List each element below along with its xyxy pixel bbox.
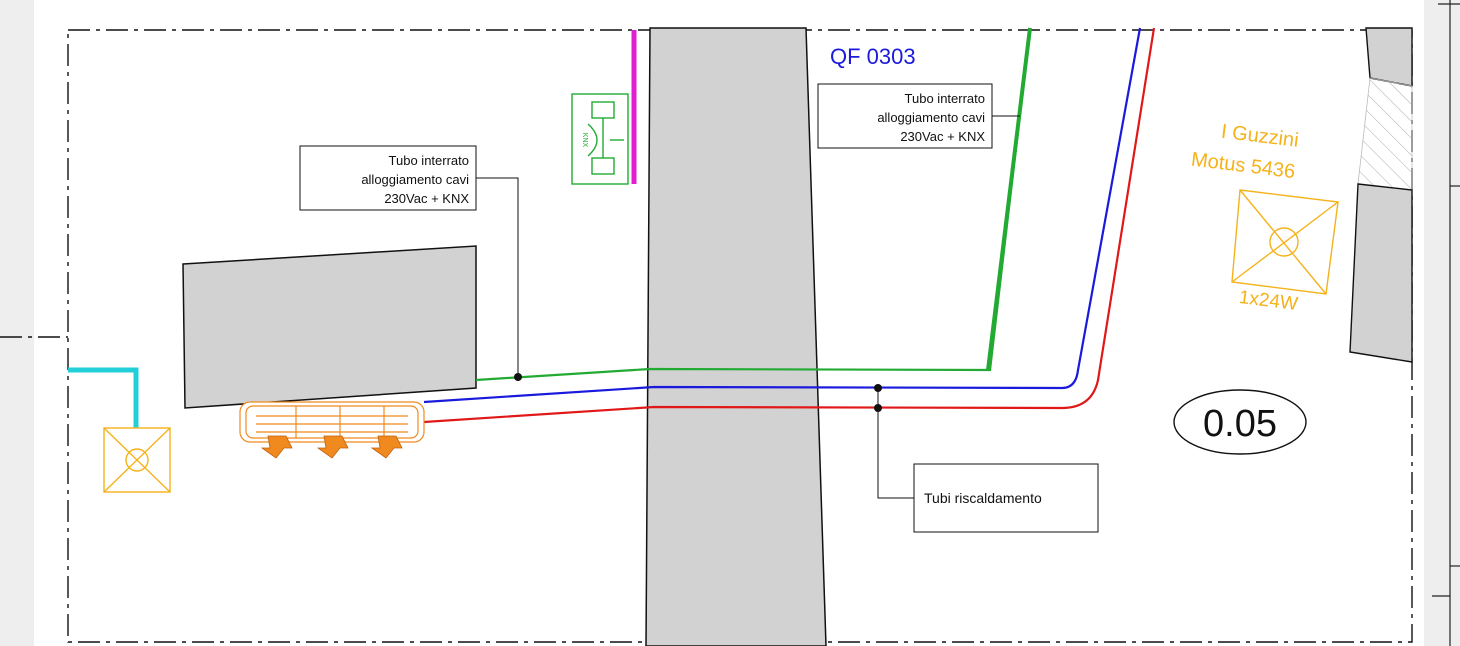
pipe-blue xyxy=(423,27,1142,404)
pipe-green-thick xyxy=(986,27,1032,371)
svg-text:alloggiamento cavi: alloggiamento cavi xyxy=(361,172,469,187)
callout-heating: Tubi riscaldamento xyxy=(874,384,1099,533)
svg-text:230Vac + KNX: 230Vac + KNX xyxy=(384,191,469,206)
room-boundary xyxy=(0,29,1413,643)
callout-right-line-1: Tubo interrato xyxy=(905,91,985,106)
room-light-icon xyxy=(103,427,171,493)
callout-left-line-3: 230Vac + KNX xyxy=(384,191,469,206)
knx-panel-icon xyxy=(571,93,629,185)
wall-block xyxy=(182,245,477,409)
svg-text:Tubo interrato: Tubo interrato xyxy=(905,91,985,106)
callout-right-line-2: alloggiamento cavi xyxy=(877,110,985,125)
room-number-tag: 0.05 xyxy=(1173,389,1307,455)
heating-label: Tubi riscaldamento xyxy=(924,490,1042,506)
fan-coil-icon xyxy=(239,401,425,459)
right-wall-lower xyxy=(1349,183,1413,363)
central-wall xyxy=(645,27,827,646)
callout-cable-right: Tubo interrato alloggiamento cavi 230Vac… xyxy=(817,83,1020,149)
pipe-red xyxy=(423,27,1156,424)
knx-panel-label: KNX xyxy=(581,133,588,148)
svg-text:alloggiamento cavi: alloggiamento cavi xyxy=(877,110,985,125)
right-wall-upper xyxy=(1365,27,1413,87)
callout-left-line-1: Tubo interrato xyxy=(389,153,469,168)
callout-right-line-3: 230Vac + KNX xyxy=(900,129,985,144)
fixture-light-icon xyxy=(1231,189,1339,295)
room-number: 0.05 xyxy=(1203,403,1277,445)
svg-text:Tubo interrato: Tubo interrato xyxy=(389,153,469,168)
top-left-title-patch xyxy=(70,0,282,12)
callout-cable-left: Tubo interrato alloggiamento cavi 230Vac… xyxy=(299,145,522,381)
svg-text:230Vac + KNX: 230Vac + KNX xyxy=(900,129,985,144)
top-label: QF 0303 xyxy=(830,44,916,69)
callout-left-line-2: alloggiamento cavi xyxy=(361,172,469,187)
cyan-conduit xyxy=(68,367,139,428)
title-block-edge xyxy=(1432,0,1460,646)
